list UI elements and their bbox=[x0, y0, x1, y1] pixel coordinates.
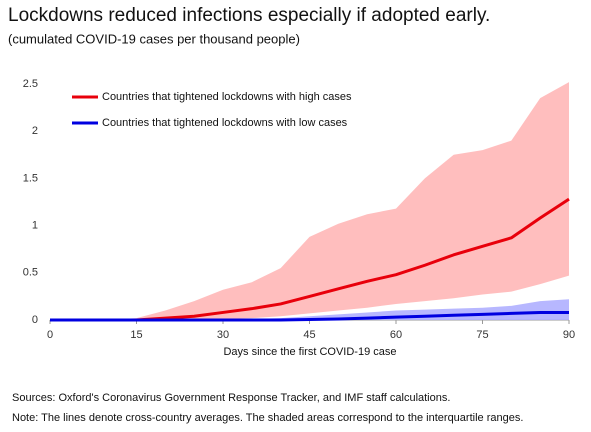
y-tick-label: 2 bbox=[32, 125, 38, 137]
legend-label: Countries that tightened lockdowns with … bbox=[102, 117, 348, 129]
chart-title: Lockdowns reduced infections especially … bbox=[8, 5, 490, 26]
x-tick-label: 30 bbox=[217, 329, 229, 341]
x-tick-label: 45 bbox=[303, 329, 315, 341]
chart-subtitle: (cumulated COVID-19 cases per thousand p… bbox=[8, 31, 300, 46]
x-axis-label: Days since the first COVID-19 case bbox=[223, 346, 396, 358]
y-tick-label: 0 bbox=[32, 314, 38, 326]
x-tick-label: 90 bbox=[563, 329, 575, 341]
y-tick-label: 0.5 bbox=[23, 267, 38, 279]
x-tick-label: 75 bbox=[476, 329, 488, 341]
y-tick-label: 1 bbox=[32, 220, 38, 232]
x-tick-label: 60 bbox=[390, 329, 402, 341]
legend-label: Countries that tightened lockdowns with … bbox=[102, 91, 352, 103]
y-tick-label: 2.5 bbox=[23, 78, 38, 90]
x-tick-label: 0 bbox=[47, 329, 53, 341]
note: Sources: Oxford's Coronavirus Government… bbox=[12, 392, 450, 404]
series-line bbox=[50, 310, 569, 322]
y-tick-label: 1.5 bbox=[23, 172, 38, 184]
note: Note: The lines denote cross-country ave… bbox=[12, 412, 523, 424]
x-tick-label: 15 bbox=[130, 329, 142, 341]
